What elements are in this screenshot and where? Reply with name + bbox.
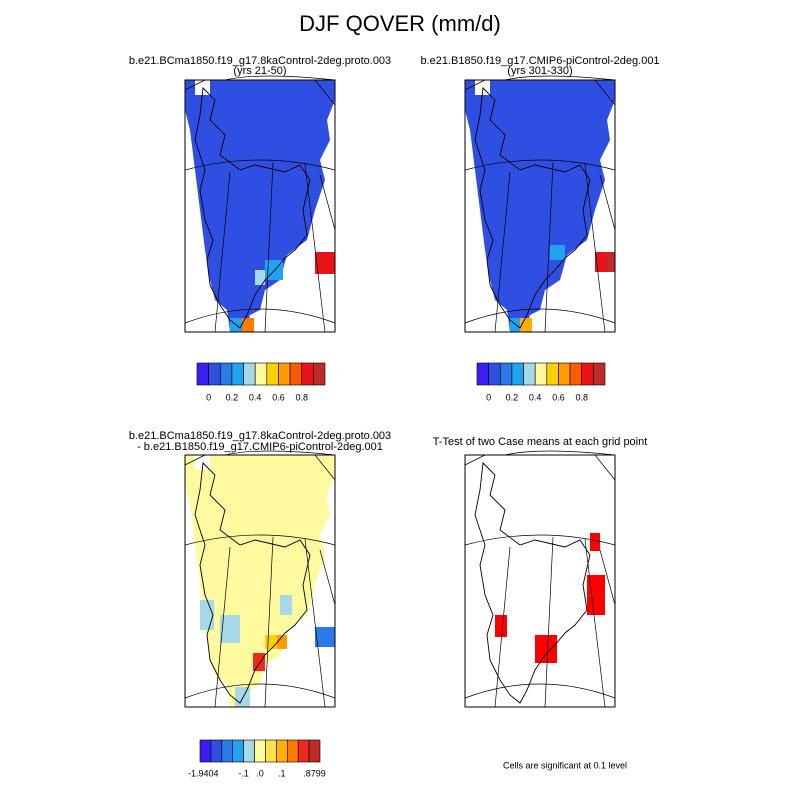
colorbar-label: .1: [278, 768, 286, 778]
colorbar-swatch: [581, 362, 594, 386]
colorbar: 0 0.2 0.4 0.6 0.8: [196, 362, 326, 402]
figure-title: DJF QOVER (mm/d): [299, 11, 501, 36]
colorbar-swatch: [289, 362, 303, 386]
colorbar-swatch: [534, 362, 548, 386]
colorbar-label: 0.2: [226, 392, 239, 402]
colorbar-swatch: [499, 362, 513, 386]
map: [184, 450, 336, 708]
colorbar-swatch: [523, 362, 536, 386]
colorbar-swatch: [243, 362, 256, 386]
colorbar-swatch: [254, 739, 266, 763]
colorbar-swatch: [313, 362, 326, 386]
colorbar-swatch: [558, 362, 571, 386]
panel-title: T-Test of two Case means at each grid po…: [433, 436, 648, 448]
panel-subtitle: - b.e21.B1850.f19_g17.CMIP6-piControl-2d…: [137, 441, 383, 453]
colorbar-swatch: [308, 739, 321, 763]
map: [184, 75, 336, 333]
colorbar-swatch: [546, 362, 559, 386]
colorbar-swatch: [476, 362, 489, 386]
colorbar-swatch: [511, 362, 524, 386]
colorbar-swatch: [232, 739, 244, 763]
significance-note: Cells are significant at 0.1 level: [503, 760, 627, 770]
colorbar-label: -.1: [238, 768, 249, 778]
colorbar-swatch: [231, 362, 244, 386]
colorbar-label: 0.8: [575, 392, 588, 402]
colorbar-swatch: [199, 739, 212, 763]
colorbar-label: 0.4: [249, 392, 262, 402]
colorbar-swatch: [243, 739, 255, 763]
colorbar-label: 0.2: [506, 392, 519, 402]
panel-subtitle: (yrs 301-330): [507, 65, 572, 77]
colorbar-swatch: [196, 362, 209, 386]
panel-title: b.e21.B1850.f19_g17.CMIP6-piControl-2deg…: [420, 55, 659, 67]
colorbar: -1.9404 -.1 .0 .1 .8799: [188, 739, 326, 778]
map: [464, 75, 616, 333]
panel-title: b.e21.BCma1850.f19_g17.8kaControl-2deg.p…: [129, 430, 391, 442]
map: [464, 450, 616, 708]
panel-title: b.e21.BCma1850.f19_g17.8kaControl-2deg.p…: [129, 55, 391, 67]
colorbar-label: 0.8: [295, 392, 308, 402]
colorbar-swatch: [297, 739, 310, 763]
colorbar-swatch: [593, 362, 606, 386]
colorbar-label: .8799: [303, 768, 326, 778]
colorbar: 0 0.2 0.4 0.6 0.8: [476, 362, 606, 402]
colorbar-swatch: [276, 739, 288, 763]
colorbar-label: 0: [486, 392, 491, 402]
colorbar-swatch: [266, 362, 279, 386]
colorbar-swatch: [219, 362, 233, 386]
colorbar-swatch: [208, 362, 221, 386]
panel-subtitle: (yrs 21-50): [233, 65, 286, 77]
colorbar-label: 0.4: [529, 392, 542, 402]
colorbar-swatch: [488, 362, 501, 386]
colorbar-label: 0.6: [552, 392, 565, 402]
colorbar-label: .0: [256, 768, 264, 778]
colorbar-swatch: [254, 362, 268, 386]
colorbar-label: 0.6: [272, 392, 285, 402]
colorbar-swatch: [221, 739, 234, 763]
colorbar-swatch: [301, 362, 314, 386]
colorbar-swatch: [210, 739, 223, 763]
colorbar-swatch: [265, 739, 277, 763]
colorbar-swatch: [569, 362, 583, 386]
colorbar-swatch: [286, 739, 299, 763]
colorbar-label: -1.9404: [188, 768, 219, 778]
colorbar-label: 0: [206, 392, 211, 402]
colorbar-swatch: [278, 362, 291, 386]
